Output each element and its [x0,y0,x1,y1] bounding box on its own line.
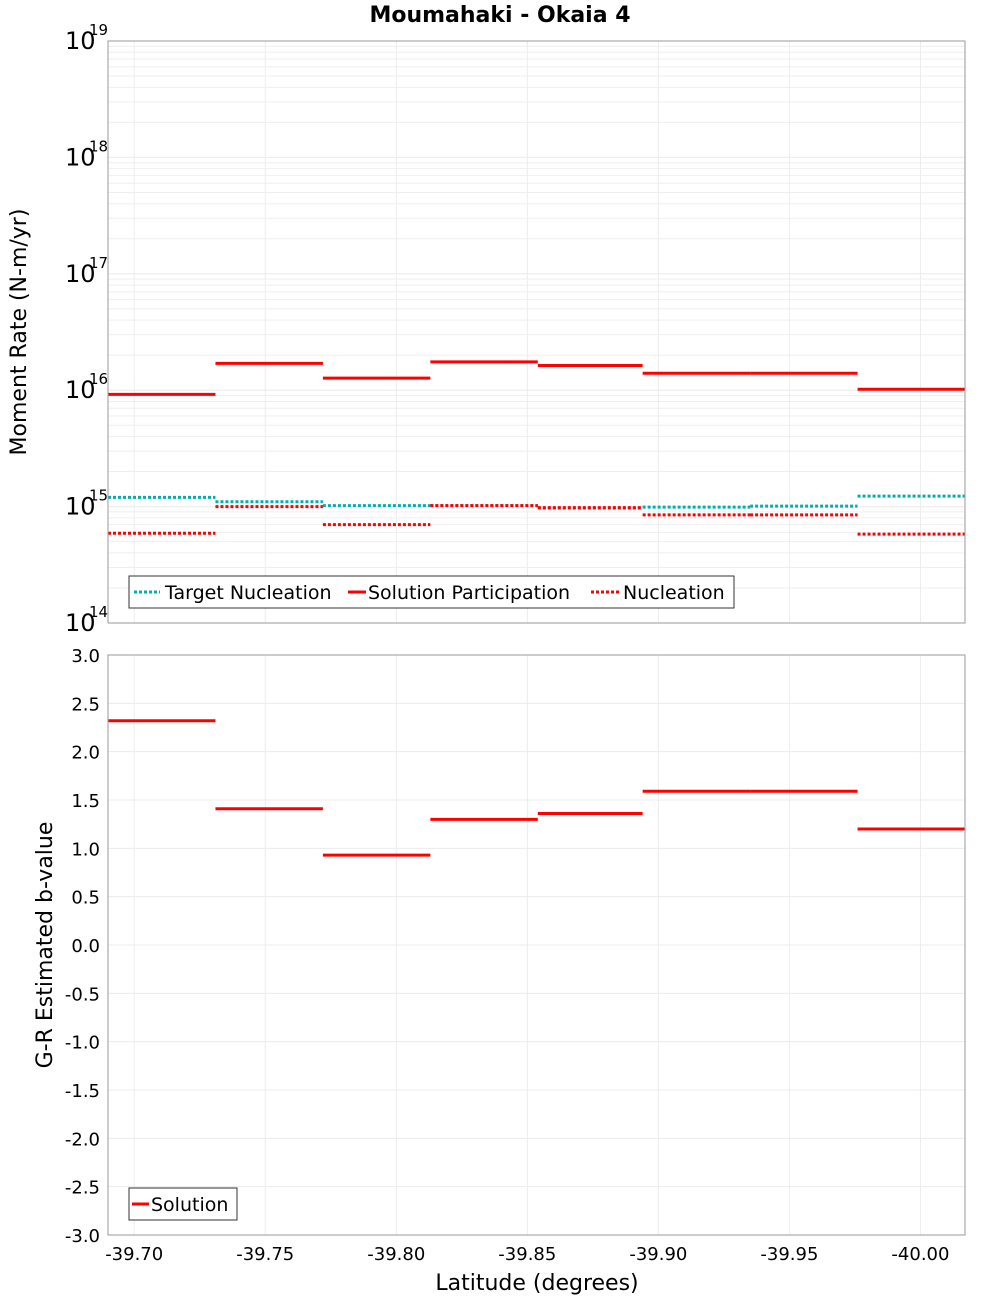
moment-rate-y-tick-base: 10 [65,609,96,637]
x-axis-tick-label: -39.70 [105,1244,163,1265]
x-axis-tick-label: -40.00 [891,1244,949,1265]
x-axis-ticks: -39.70 -39.75 -39.80 -39.85 -39.90 -39.95 -40.… [105,1244,949,1265]
b-value-y-tick-label: -3.0 [65,1226,100,1247]
moment-rate-plot-area [108,41,965,623]
moment-rate-plot-border [107,40,966,624]
b-value-y-tick-label: -2.5 [65,1178,100,1199]
legend-solution-label: Solution [151,1194,228,1216]
x-axis-tick-label: -39.85 [498,1244,556,1265]
moment-rate-y-tick-base: 10 [65,143,96,171]
moment-rate-y-tick-exponent: 18 [89,137,108,155]
x-axis-tick-label: -39.90 [629,1244,687,1265]
moment-rate-y-tick-base: 10 [65,27,96,55]
x-axis-tick-label: -39.75 [236,1244,294,1265]
moment-rate-legend: Target Nucleation Solution Participation… [128,575,735,609]
b-value-y-axis-label: G-R Estimated b-value [33,822,58,1069]
moment-rate-y-tick-exponent: 14 [89,603,108,621]
x-axis-tick-label: -39.80 [367,1244,425,1265]
b-value-y-tick-label: 0.0 [71,936,100,957]
legend-nucleation-label: Nucleation [623,582,725,604]
legend-target-nucleation-label: Target Nucleation [164,582,332,604]
b-value-series [108,719,965,857]
moment-rate-legend-box [128,575,735,609]
b-value-y-tick-label: -1.5 [65,1081,100,1102]
b-value-y-tick-label: 0.5 [71,888,100,909]
legend-solution-participation-label: Solution Participation [368,582,570,604]
moment-rate-y-tick-base: 10 [65,493,96,521]
moment-rate-grid [108,40,965,624]
b-value-y-tick-label: 2.5 [71,694,100,715]
b-value-y-tick-label: -1.0 [65,1033,100,1054]
moment-rate-y-tick-exponent: 15 [89,487,108,505]
b-value-y-tick-label: 1.5 [71,791,100,812]
b-value-y-tick-label: -2.0 [65,1129,100,1150]
b-value-y-tick-label: 1.0 [71,839,100,860]
x-axis-label: Latitude (degrees) [435,1271,638,1296]
moment-rate-y-tick-exponent: 16 [89,370,108,388]
chart-title: Moumahaki - Okaia 4 [369,3,630,28]
b-value-legend: Solution [128,1187,238,1221]
moment-rate-y-axis-label: Moment Rate (N-m/yr) [7,209,32,456]
moment-rate-y-tick-base: 10 [65,260,96,288]
b-value-y-tick-label: -0.5 [65,984,100,1005]
b-value-y-tick-label: 3.0 [71,646,100,667]
x-axis-tick-label: -39.95 [760,1244,818,1265]
moment-rate-y-tick-exponent: 19 [89,21,108,39]
moment-rate-y-tick-exponent: 17 [89,254,108,272]
moment-rate-series [108,360,965,536]
b-value-y-tick-label: 2.0 [71,743,100,764]
moment-rate-y-tick-base: 10 [65,376,96,404]
b-value-y-ticks: 3.0 2.5 2.0 1.5 1.0 0.5 0.0 -0.5 -1.0 -1.5 -2.0 -2.… [65,646,100,1247]
b-value-panel: 3.0 2.5 2.0 1.5 1.0 0.5 0.0 -0.5 -1.0 -1.5 -2.0 -2.… [33,646,966,1296]
b-value-plot-border [107,654,966,1236]
